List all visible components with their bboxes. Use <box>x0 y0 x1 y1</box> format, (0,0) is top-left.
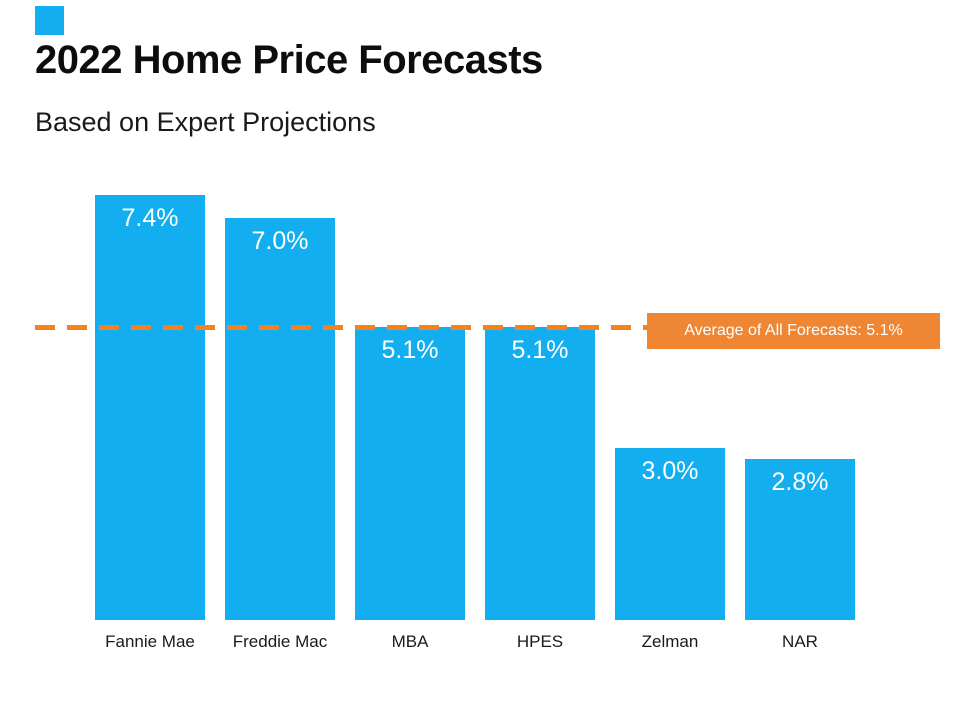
bar-nar: 2.8% <box>745 459 855 620</box>
bar-plot: 7.4% Fannie Mae 7.0% Freddie Mac 5.1% MBA 5.1%… <box>95 195 855 651</box>
logo-square <box>35 6 64 35</box>
bar-column: 5.1% MBA <box>355 195 465 651</box>
bar-chart: 7.4% Fannie Mae 7.0% Freddie Mac 5.1% MBA 5.1%… <box>0 195 960 675</box>
average-line <box>35 325 647 331</box>
bar-value-label: 5.1% <box>511 336 569 365</box>
bar-value-label: 7.4% <box>121 204 179 232</box>
category-label: NAR <box>782 632 818 651</box>
category-label: Freddie Mac <box>232 632 328 651</box>
bar-column: 7.0% Freddie Mac <box>225 195 335 651</box>
category-label: HPES <box>516 632 564 651</box>
category-label: MBA <box>391 632 429 651</box>
bar-value-label: 3.0% <box>641 456 699 485</box>
category-label: Zelman <box>641 632 699 651</box>
bar-zelman: 3.0% <box>615 447 725 620</box>
bar-freddie-mac: 7.0% <box>225 217 335 620</box>
bar-column: 2.8% NAR <box>745 195 855 651</box>
bar-fannie-mae: 7.4% <box>95 195 205 620</box>
average-label: Average of All Forecasts: 5.1% <box>684 322 903 340</box>
bar-column: 5.1% HPES <box>485 195 595 651</box>
bar-value-label: 5.1% <box>381 336 439 365</box>
category-label: Fannie Mae <box>105 632 195 651</box>
bar-value-label: 2.8% <box>771 468 829 497</box>
page-title: 2022 Home Price Forecasts <box>35 38 543 82</box>
bar-value-label: 7.0% <box>251 226 309 255</box>
bar-mba: 5.1% <box>355 327 465 620</box>
average-label-box: Average of All Forecasts: 5.1% <box>647 313 940 350</box>
bar-column: 7.4% Fannie Mae <box>95 195 205 651</box>
bar-column: 3.0% Zelman <box>615 195 725 651</box>
page-subtitle: Based on Expert Projections <box>35 107 376 137</box>
bar-hpes: 5.1% <box>485 327 595 620</box>
